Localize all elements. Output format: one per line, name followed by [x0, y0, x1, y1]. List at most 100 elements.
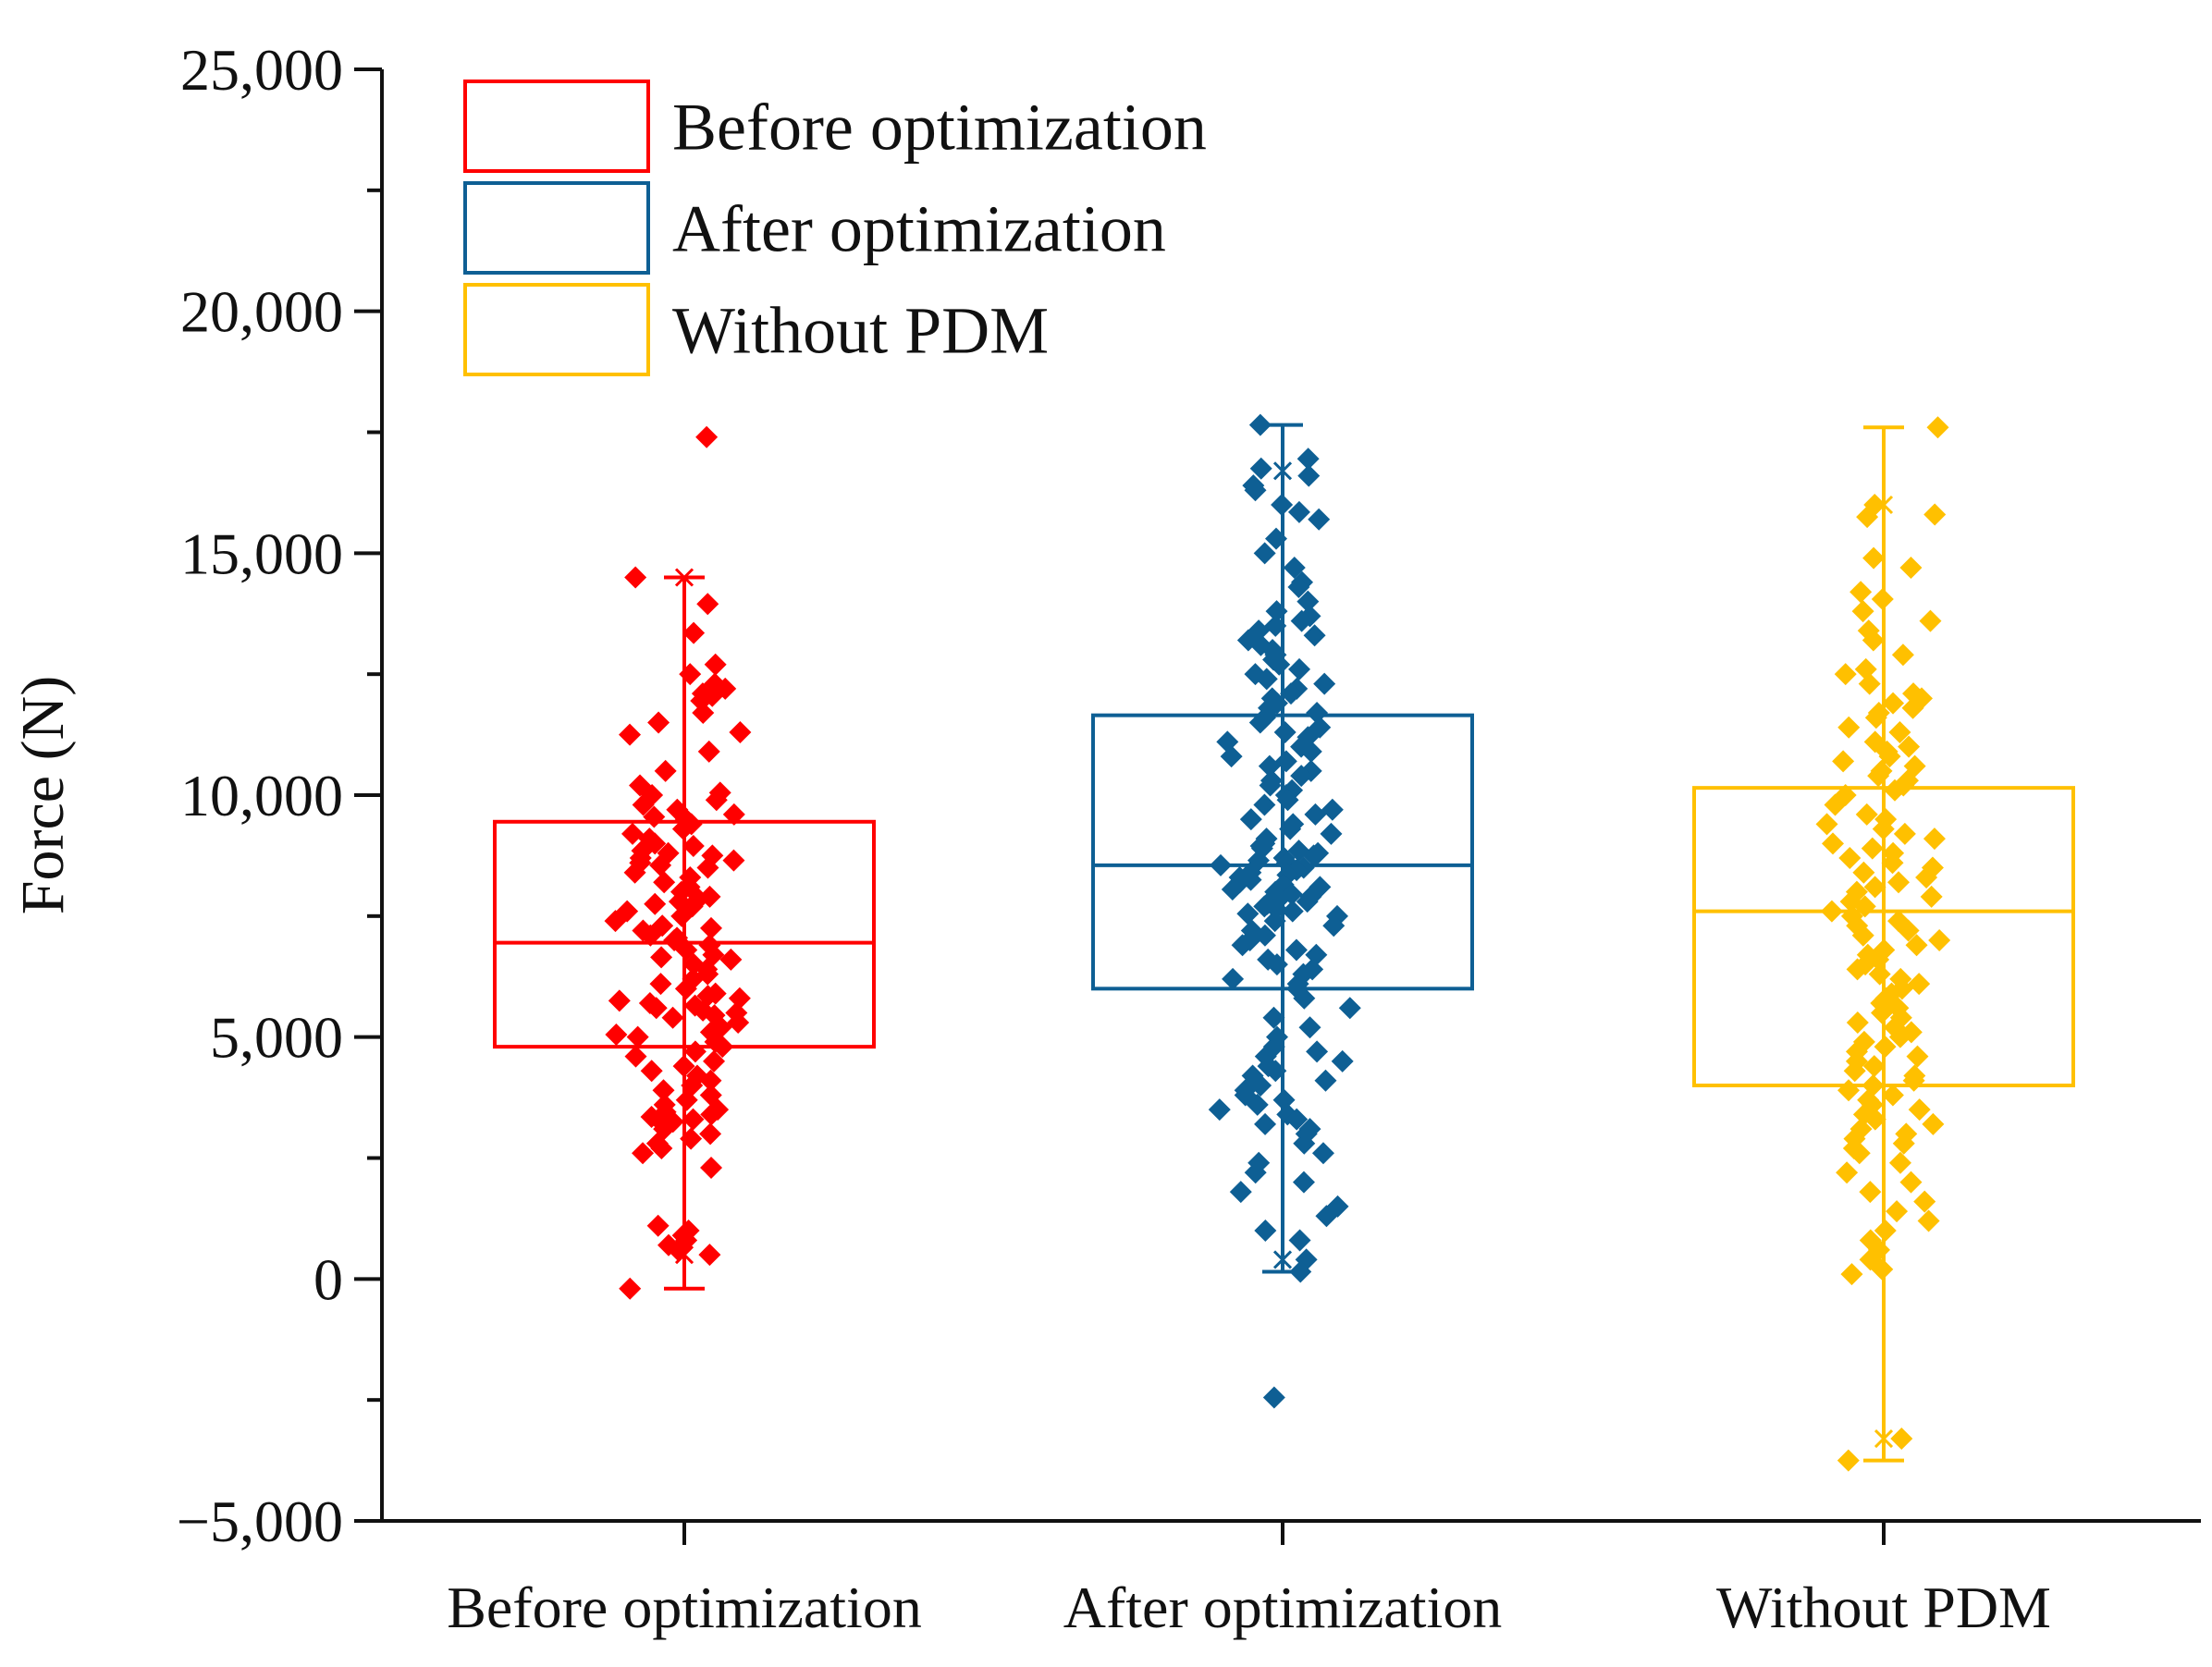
- data-point: [1239, 808, 1262, 831]
- data-point: [1290, 765, 1313, 788]
- data-point: [1265, 527, 1288, 550]
- data-point: [1264, 1060, 1287, 1083]
- extreme-marker: [1272, 461, 1293, 481]
- data-point: [1280, 682, 1303, 705]
- data-point: [679, 663, 702, 686]
- data-point: [1897, 919, 1920, 942]
- data-point: [670, 904, 694, 927]
- data-point: [1315, 1205, 1338, 1228]
- data-point: [1908, 1098, 1931, 1122]
- data-point: [1862, 629, 1885, 652]
- data-point: [722, 849, 745, 872]
- data-point: [1837, 716, 1861, 739]
- data-point: [650, 946, 673, 969]
- data-point: [1254, 1220, 1277, 1242]
- data-point: [1306, 1040, 1329, 1063]
- data-point: [700, 1156, 723, 1179]
- data-point: [1893, 822, 1916, 845]
- data-point: [1290, 609, 1313, 632]
- x-category-label: Before optimization: [447, 1575, 922, 1640]
- data-point: [1920, 885, 1943, 908]
- data-point: [729, 720, 752, 743]
- data-point: [1899, 557, 1923, 580]
- data-point: [640, 1060, 663, 1083]
- data-point: [1874, 1220, 1897, 1242]
- data-point: [1856, 506, 1879, 529]
- y-tick-label: 5,000: [210, 1005, 343, 1071]
- data-point: [1868, 962, 1891, 986]
- data-point: [1272, 1088, 1296, 1111]
- data-point: [1249, 457, 1272, 480]
- data-point: [624, 1045, 647, 1068]
- data-point: [1888, 1151, 1911, 1174]
- data-point: [1922, 1112, 1945, 1135]
- data-point: [1306, 702, 1329, 725]
- data-point: [1849, 581, 1873, 604]
- data-point: [1848, 1142, 1871, 1165]
- data-point: [1898, 735, 1921, 758]
- data-point: [1871, 588, 1894, 611]
- data-point: [1884, 778, 1907, 802]
- data-point: [1338, 997, 1361, 1020]
- plot-layer: [493, 413, 2075, 1472]
- data-point: [661, 1006, 684, 1029]
- data-point: [1322, 914, 1346, 938]
- data-point: [1862, 1055, 1886, 1078]
- data-point: [1878, 745, 1901, 768]
- data-point: [1220, 745, 1243, 768]
- data-point: [626, 1025, 649, 1048]
- legend-swatch: [463, 283, 650, 376]
- data-point: [1264, 614, 1287, 637]
- data-point: [1293, 987, 1316, 1010]
- data-point: [654, 759, 677, 782]
- data-point: [1891, 644, 1914, 667]
- data-point: [1221, 878, 1244, 901]
- data-point: [1846, 1011, 1869, 1034]
- data-point: [1209, 853, 1232, 876]
- data-point: [1284, 938, 1308, 962]
- data-point: [1874, 1036, 1897, 1059]
- data-point: [623, 861, 646, 884]
- data-point: [1276, 789, 1299, 812]
- data-point: [1843, 1060, 1866, 1083]
- data-point: [619, 723, 642, 746]
- legend-entry-label: Before optimization: [672, 91, 1207, 165]
- data-point: [719, 948, 743, 971]
- data-point: [728, 987, 751, 1010]
- data-point: [1892, 1132, 1915, 1155]
- data-point: [1236, 902, 1260, 925]
- data-point: [680, 1127, 703, 1150]
- data-point: [1863, 876, 1886, 899]
- data-point: [1262, 1386, 1285, 1409]
- data-point: [1297, 464, 1321, 487]
- data-point: [1244, 1161, 1267, 1184]
- data-point: [632, 793, 655, 816]
- data-point: [695, 425, 719, 448]
- data-point: [1208, 1098, 1231, 1122]
- data-point: [1244, 479, 1267, 502]
- data-point: [1888, 1025, 1911, 1048]
- data-point: [1298, 1016, 1321, 1039]
- data-point: [1871, 1001, 1894, 1024]
- data-point: [1268, 653, 1291, 676]
- data-point: [643, 805, 666, 828]
- data-point: [1871, 1257, 1894, 1281]
- data-point: [604, 910, 627, 933]
- data-point: [1836, 1161, 1859, 1184]
- data-point: [652, 1079, 675, 1102]
- data-point: [646, 1214, 670, 1237]
- y-tick-label: 15,000: [180, 521, 343, 586]
- data-point: [608, 989, 631, 1012]
- data-point: [692, 702, 715, 725]
- data-point: [624, 566, 647, 589]
- data-point: [1837, 1079, 1861, 1102]
- extreme-marker: [1272, 1250, 1293, 1269]
- data-point: [645, 997, 668, 1020]
- data-point: [671, 817, 694, 840]
- data-point: [1882, 692, 1905, 715]
- data-point: [649, 973, 672, 996]
- data-point: [1287, 575, 1310, 598]
- data-point: [727, 1011, 750, 1034]
- data-point: [1872, 817, 1895, 840]
